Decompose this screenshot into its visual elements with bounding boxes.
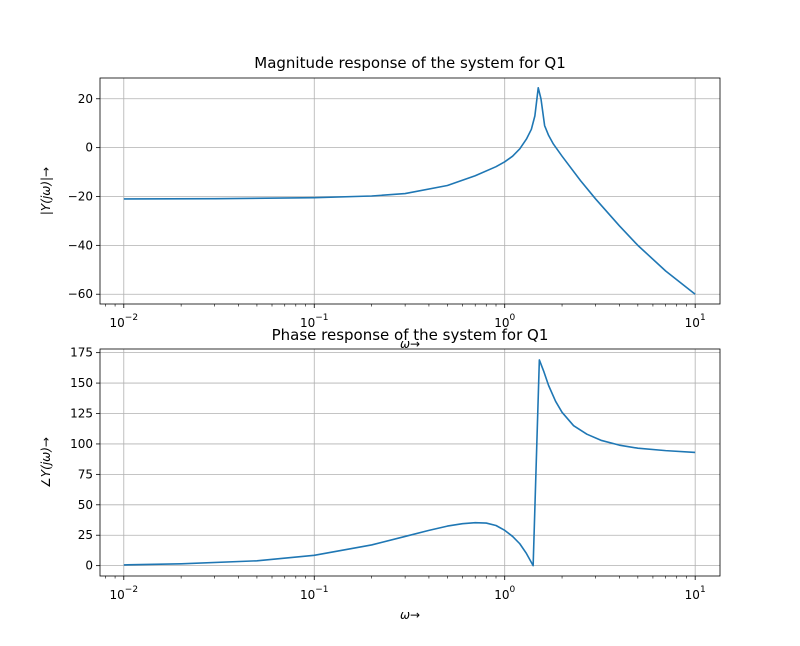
phase-x-tick-label: 10−2 — [110, 585, 139, 602]
phase-plot: 10−2 10−1 100 101 175 150 125 100 75 50 25 0 Phase r… — [39, 326, 721, 622]
magnitude-y-tick-label: −60 — [68, 287, 93, 301]
phase-y-tick-label: 150 — [70, 376, 93, 390]
magnitude-axes-frame — [99, 77, 721, 305]
magnitude-ylabel: |Y(jω)|→ — [39, 167, 53, 215]
phase-x-tick-label: 100 — [494, 585, 515, 602]
magnitude-x-tick-label: 10−1 — [300, 313, 329, 330]
phase-axes-frame — [99, 348, 721, 577]
phase-x-tick-label: 10−1 — [300, 585, 329, 602]
magnitude-y-tick-label: 20 — [78, 92, 93, 106]
magnitude-x-tick-label: 101 — [685, 313, 706, 330]
phase-y-tick-label: 125 — [70, 407, 93, 421]
magnitude-plot: 10−2 10−1 100 101 20 0 −20 −40 −60 Magnitude resp… — [39, 54, 721, 351]
phase-xlabel: ω→ — [400, 608, 420, 622]
phase-y-tick-label: 25 — [78, 528, 93, 542]
phase-ylabel: ∠Y(jω)→ — [39, 437, 53, 488]
magnitude-y-tick-label: 0 — [85, 141, 93, 155]
magnitude-series-line — [123, 86, 696, 295]
phase-y-tick-label: 50 — [78, 498, 93, 512]
phase-x-tick-label: 101 — [685, 585, 706, 602]
magnitude-y-tick-label: −40 — [68, 238, 93, 252]
magnitude-y-tick-label: −20 — [68, 189, 93, 203]
magnitude-x-tick-label: 10−2 — [110, 313, 139, 330]
magnitude-x-tick-label: 100 — [494, 313, 515, 330]
phase-y-tick-label: 100 — [70, 437, 93, 451]
phase-y-tick-label: 75 — [78, 467, 93, 481]
phase-y-tick-label: 0 — [85, 559, 93, 573]
phase-title: Phase response of the system for Q1 — [272, 326, 549, 344]
magnitude-xlabel: ω→ — [400, 337, 420, 351]
magnitude-title: Magnitude response of the system for Q1 — [254, 54, 565, 72]
phase-y-tick-label: 175 — [70, 346, 93, 360]
phase-series-line — [123, 359, 696, 567]
